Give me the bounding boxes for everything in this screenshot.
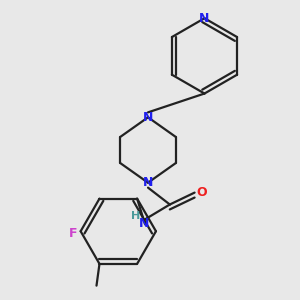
Text: F: F — [68, 227, 77, 240]
Text: N: N — [143, 176, 153, 189]
Text: N: N — [199, 12, 210, 25]
Text: H: H — [130, 212, 140, 221]
Text: O: O — [196, 186, 207, 199]
Text: N: N — [143, 111, 153, 124]
Text: N: N — [139, 217, 149, 230]
